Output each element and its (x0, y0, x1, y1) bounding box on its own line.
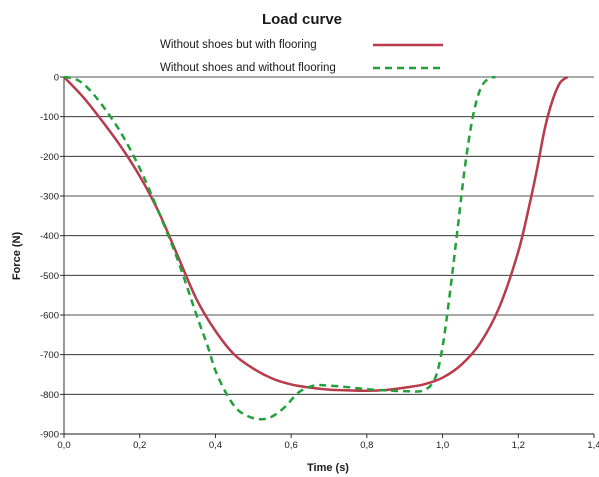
legend-label-with-flooring: Without shoes but with flooring (160, 39, 317, 51)
x-tick-label: 1,0 (436, 440, 449, 451)
y-tick-label: -700 (40, 350, 59, 361)
x-tick-label: 0,2 (133, 440, 146, 451)
x-tick-label: 0,0 (57, 440, 70, 451)
x-tick-label: 1,2 (512, 440, 525, 451)
series-line-with-flooring (63, 75, 569, 393)
y-tick-label: -800 (40, 390, 59, 401)
y-axis-ticks: 0 -100 -200 -300 -400 -500 -600 -700 -800 -900 (40, 73, 64, 441)
y-tick-label: -400 (40, 231, 59, 242)
y-axis-label: Force (N) (11, 232, 23, 281)
legend: Without shoes but with flooring Without … (160, 39, 443, 74)
x-tick-label: 0,8 (360, 440, 373, 451)
x-tick-label: 0,6 (285, 440, 298, 451)
series-line-without-flooring (63, 75, 496, 421)
x-tick-label: 1,4 (587, 440, 599, 451)
legend-label-without-flooring: Without shoes and without flooring (160, 62, 336, 74)
grid-lines (64, 76, 594, 435)
x-axis-ticks: 0,0 0,2 0,4 0,6 0,8 1,0 1,2 1,4 (57, 434, 599, 451)
x-axis-label: Time (s) (307, 462, 349, 474)
series-lines (63, 75, 569, 421)
y-tick-label: -100 (40, 112, 59, 123)
y-tick-label: -200 (40, 152, 59, 163)
axes (63, 77, 594, 435)
y-tick-label: -500 (40, 271, 59, 282)
y-tick-label: -300 (40, 192, 59, 203)
y-tick-label: 0 (54, 73, 59, 84)
x-tick-label: 0,4 (209, 440, 222, 451)
chart-title: Load curve (262, 11, 342, 28)
y-tick-label: -600 (40, 311, 59, 322)
y-tick-label: -900 (40, 430, 59, 441)
